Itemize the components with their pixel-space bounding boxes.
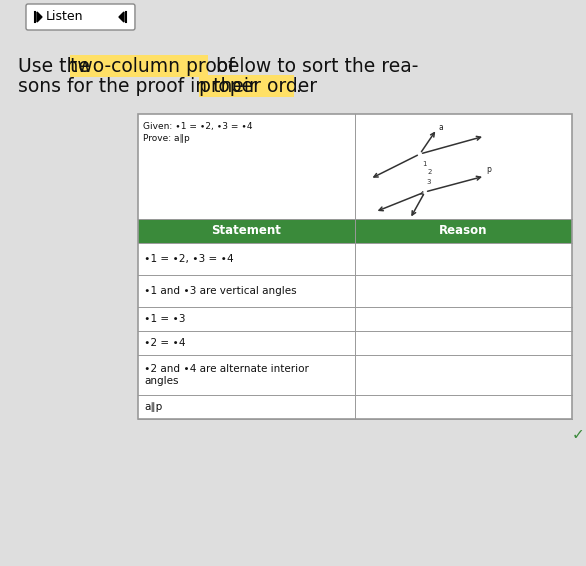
Bar [199,75,294,97]
Bar [138,114,572,419]
Text: ∙2 and ∙4 are alternate interior
angles: ∙2 and ∙4 are alternate interior angles [144,364,309,386]
Text: Statement: Statement [212,225,281,238]
FancyBboxPatch shape [26,4,135,30]
Bar [138,307,572,331]
Bar [138,331,572,355]
Text: Use the: Use the [18,57,96,75]
Text: a∥p: a∥p [144,402,162,412]
Text: ∙2 = ∙4: ∙2 = ∙4 [144,338,185,348]
Text: ∙1 and ∙3 are vertical angles: ∙1 and ∙3 are vertical angles [144,286,297,296]
Text: 3: 3 [427,179,431,185]
Text: two-column proof: two-column proof [70,57,234,75]
Text: .: . [296,76,302,96]
Text: 1: 1 [422,161,427,167]
Bar [138,114,572,419]
Text: proper order: proper order [199,76,317,96]
Text: below to sort the rea-: below to sort the rea- [210,57,418,75]
Text: 2: 2 [428,169,432,175]
Text: ✓: ✓ [571,427,584,442]
Text: Given: ∙1 = ∙2, ∙3 = ∙4: Given: ∙1 = ∙2, ∙3 = ∙4 [143,122,253,131]
Bar [138,219,572,243]
Bar [138,355,572,395]
Polygon shape [37,12,42,22]
Text: ∙1 = ∙2, ∙3 = ∙4: ∙1 = ∙2, ∙3 = ∙4 [144,254,234,264]
Text: Prove: a∥p: Prove: a∥p [143,134,190,143]
Bar [138,275,572,307]
Text: sons for the proof in their: sons for the proof in their [18,76,263,96]
Text: p: p [486,165,490,174]
Text: 4: 4 [420,191,424,197]
Polygon shape [119,12,124,22]
Text: a: a [439,123,444,132]
Bar [138,243,572,275]
Text: Listen: Listen [46,11,83,24]
Bar [138,395,572,419]
Bar [70,55,208,77]
Text: Reason: Reason [439,225,488,238]
Text: ∙1 = ∙3: ∙1 = ∙3 [144,314,185,324]
